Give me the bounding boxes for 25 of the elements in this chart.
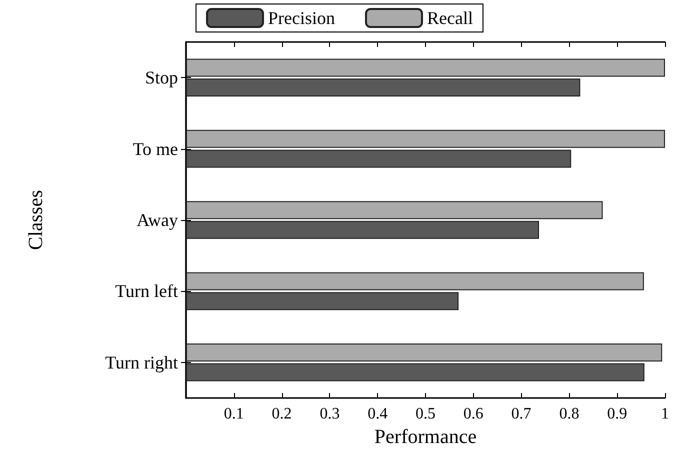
bar [186,363,644,382]
bar [186,58,665,77]
x-tick-label: 0.8 [559,406,580,422]
bar [186,78,580,96]
y-tick-label: Stop [144,68,178,88]
x-tick-label: 0.3 [320,406,340,422]
x-tick-label: 1 [661,406,669,422]
x-tick-label: 0.6 [463,406,484,422]
y-tick-label: Away [136,210,178,230]
x-axis-title: Performance [374,426,477,448]
x-tick-label: 0.4 [368,406,388,422]
y-tick-label: Turn right [105,352,178,372]
legend-label: Recall [427,8,473,28]
bar [186,201,603,220]
x-tick-label: 0.1 [224,406,244,422]
x-tick-label: 0.7 [511,406,532,422]
x-tick-label: 0.2 [272,406,292,422]
legend-label: Precision [268,8,336,28]
y-tick-label: To me [132,138,178,159]
y-tick-label: Turn left [115,281,178,302]
y-axis-title: Classes [25,190,47,250]
bar [186,220,540,239]
x-tick-label: 0.5 [416,406,436,422]
x-tick-label: 0.9 [607,406,628,422]
bar [186,344,662,362]
